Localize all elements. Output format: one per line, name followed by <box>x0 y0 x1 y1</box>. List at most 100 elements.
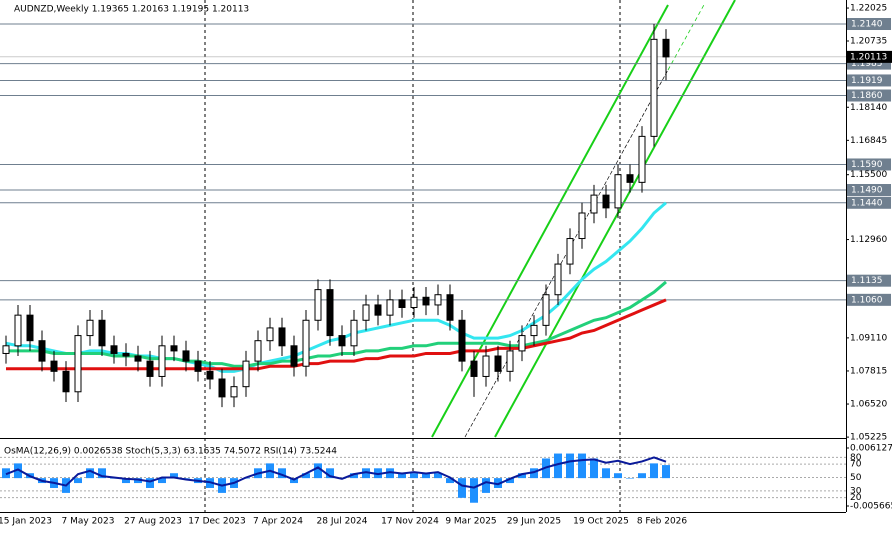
candle-body <box>602 194 610 209</box>
level-label: 1.1919 <box>851 76 883 86</box>
x-tick-label: 28 Jul 2024 <box>317 517 368 527</box>
candle-body <box>206 370 214 380</box>
osma-bar <box>170 473 178 479</box>
candle-body <box>2 345 10 354</box>
candle-body <box>614 174 622 209</box>
x-tick-label: 15 Jan 2023 <box>0 517 52 527</box>
osma-bar <box>590 458 598 479</box>
indicator-title: OsMA(12,26,9) 0.0026538 Stoch(5,3,3) 63.… <box>4 447 337 457</box>
candle-body <box>446 294 454 321</box>
y-tick-label: 1.22025 <box>850 4 887 14</box>
candle-body <box>182 350 190 362</box>
level-box <box>847 293 891 306</box>
osma-bar <box>578 453 586 479</box>
candle-body <box>146 360 154 377</box>
candle-body <box>434 294 442 306</box>
candle-body <box>38 340 46 362</box>
candle-body <box>122 352 130 357</box>
candle-body <box>482 355 490 377</box>
x-tick-label: 17 Nov 2024 <box>381 517 439 527</box>
osma-bar <box>662 465 670 479</box>
osma-bar <box>122 478 130 484</box>
level-label: 1.1490 <box>851 186 883 196</box>
osma-bar <box>470 478 478 503</box>
candle-body <box>74 335 82 393</box>
y-tick-label: 1.06520 <box>850 400 887 410</box>
osma-bar <box>566 453 574 479</box>
y-tick-label: 1.05225 <box>850 433 887 443</box>
osma-bar <box>302 473 310 479</box>
osma-bar <box>638 473 646 479</box>
y-tick-label: 1.20735 <box>850 36 887 46</box>
osma-tick-label: -0.0056651 <box>850 502 892 512</box>
osma-bar <box>602 468 610 479</box>
candle-body <box>470 360 478 377</box>
candle-body <box>398 299 406 308</box>
channel-line <box>494 0 736 438</box>
osma-bar <box>626 478 634 479</box>
level-box <box>847 158 891 171</box>
y-tick-label: 1.12960 <box>850 235 887 245</box>
osma-bar <box>158 478 166 484</box>
y-tick-label: 1.16845 <box>850 136 887 146</box>
candle-body <box>110 345 118 354</box>
osma-bar <box>182 478 190 479</box>
level-box <box>847 89 891 102</box>
candle-body <box>98 319 106 347</box>
candle-body <box>542 294 550 326</box>
osma-bar <box>506 478 514 484</box>
candle-body <box>290 345 298 367</box>
level-label: 1.1135 <box>851 276 883 286</box>
candle-body <box>26 314 34 342</box>
candle-body <box>374 304 382 316</box>
osma-bar <box>134 478 142 484</box>
candle-body <box>350 319 358 347</box>
osma-bar <box>350 473 358 479</box>
moving-average <box>6 298 667 371</box>
osma-bar <box>386 468 394 479</box>
candle-body <box>170 345 178 352</box>
osma-bar <box>326 468 334 479</box>
candle-body <box>338 335 346 347</box>
level-box <box>847 184 891 197</box>
x-tick-label: 7 Apr 2024 <box>253 517 303 527</box>
osma-bar <box>398 473 406 479</box>
osma-bar <box>278 468 286 479</box>
osma-bar <box>314 463 322 479</box>
level-label: 1.1060 <box>851 295 883 305</box>
osma-bar <box>530 468 538 479</box>
candle-body <box>518 335 526 352</box>
candle-body <box>650 38 658 137</box>
candle-body <box>302 319 310 367</box>
candle-body <box>218 378 226 398</box>
candle-body <box>530 324 538 337</box>
candle-body <box>134 355 142 362</box>
x-tick-label: 29 Jun 2025 <box>507 517 561 527</box>
level-box <box>847 18 891 31</box>
candle-body <box>494 355 502 372</box>
level-label: 1.2140 <box>851 20 883 30</box>
candle-body <box>506 350 514 372</box>
osma-bar <box>146 478 154 488</box>
y-tick-label: 1.15500 <box>850 170 887 180</box>
osma-bar <box>482 478 490 493</box>
osma-bar <box>434 473 442 479</box>
channel-mid <box>667 2 706 71</box>
osma-bar <box>650 463 658 479</box>
osma-bar <box>290 478 298 484</box>
osma-bar <box>446 478 454 484</box>
rsi-tick-label: 20 <box>850 493 862 503</box>
y-tick-label: 1.09110 <box>850 333 887 343</box>
candle-body <box>266 327 274 342</box>
x-tick-label: 17 Dec 2023 <box>188 517 246 527</box>
candle-body <box>554 263 562 296</box>
x-tick-label: 7 May 2023 <box>62 517 115 527</box>
y-tick-label: 1.07815 <box>850 366 887 376</box>
candle-body <box>278 327 286 347</box>
candle-body <box>158 345 166 377</box>
osma-bar <box>614 473 622 479</box>
candle-body <box>62 370 70 393</box>
candle-body <box>14 314 22 347</box>
candle-body <box>86 319 94 337</box>
osma-bar <box>14 463 22 479</box>
